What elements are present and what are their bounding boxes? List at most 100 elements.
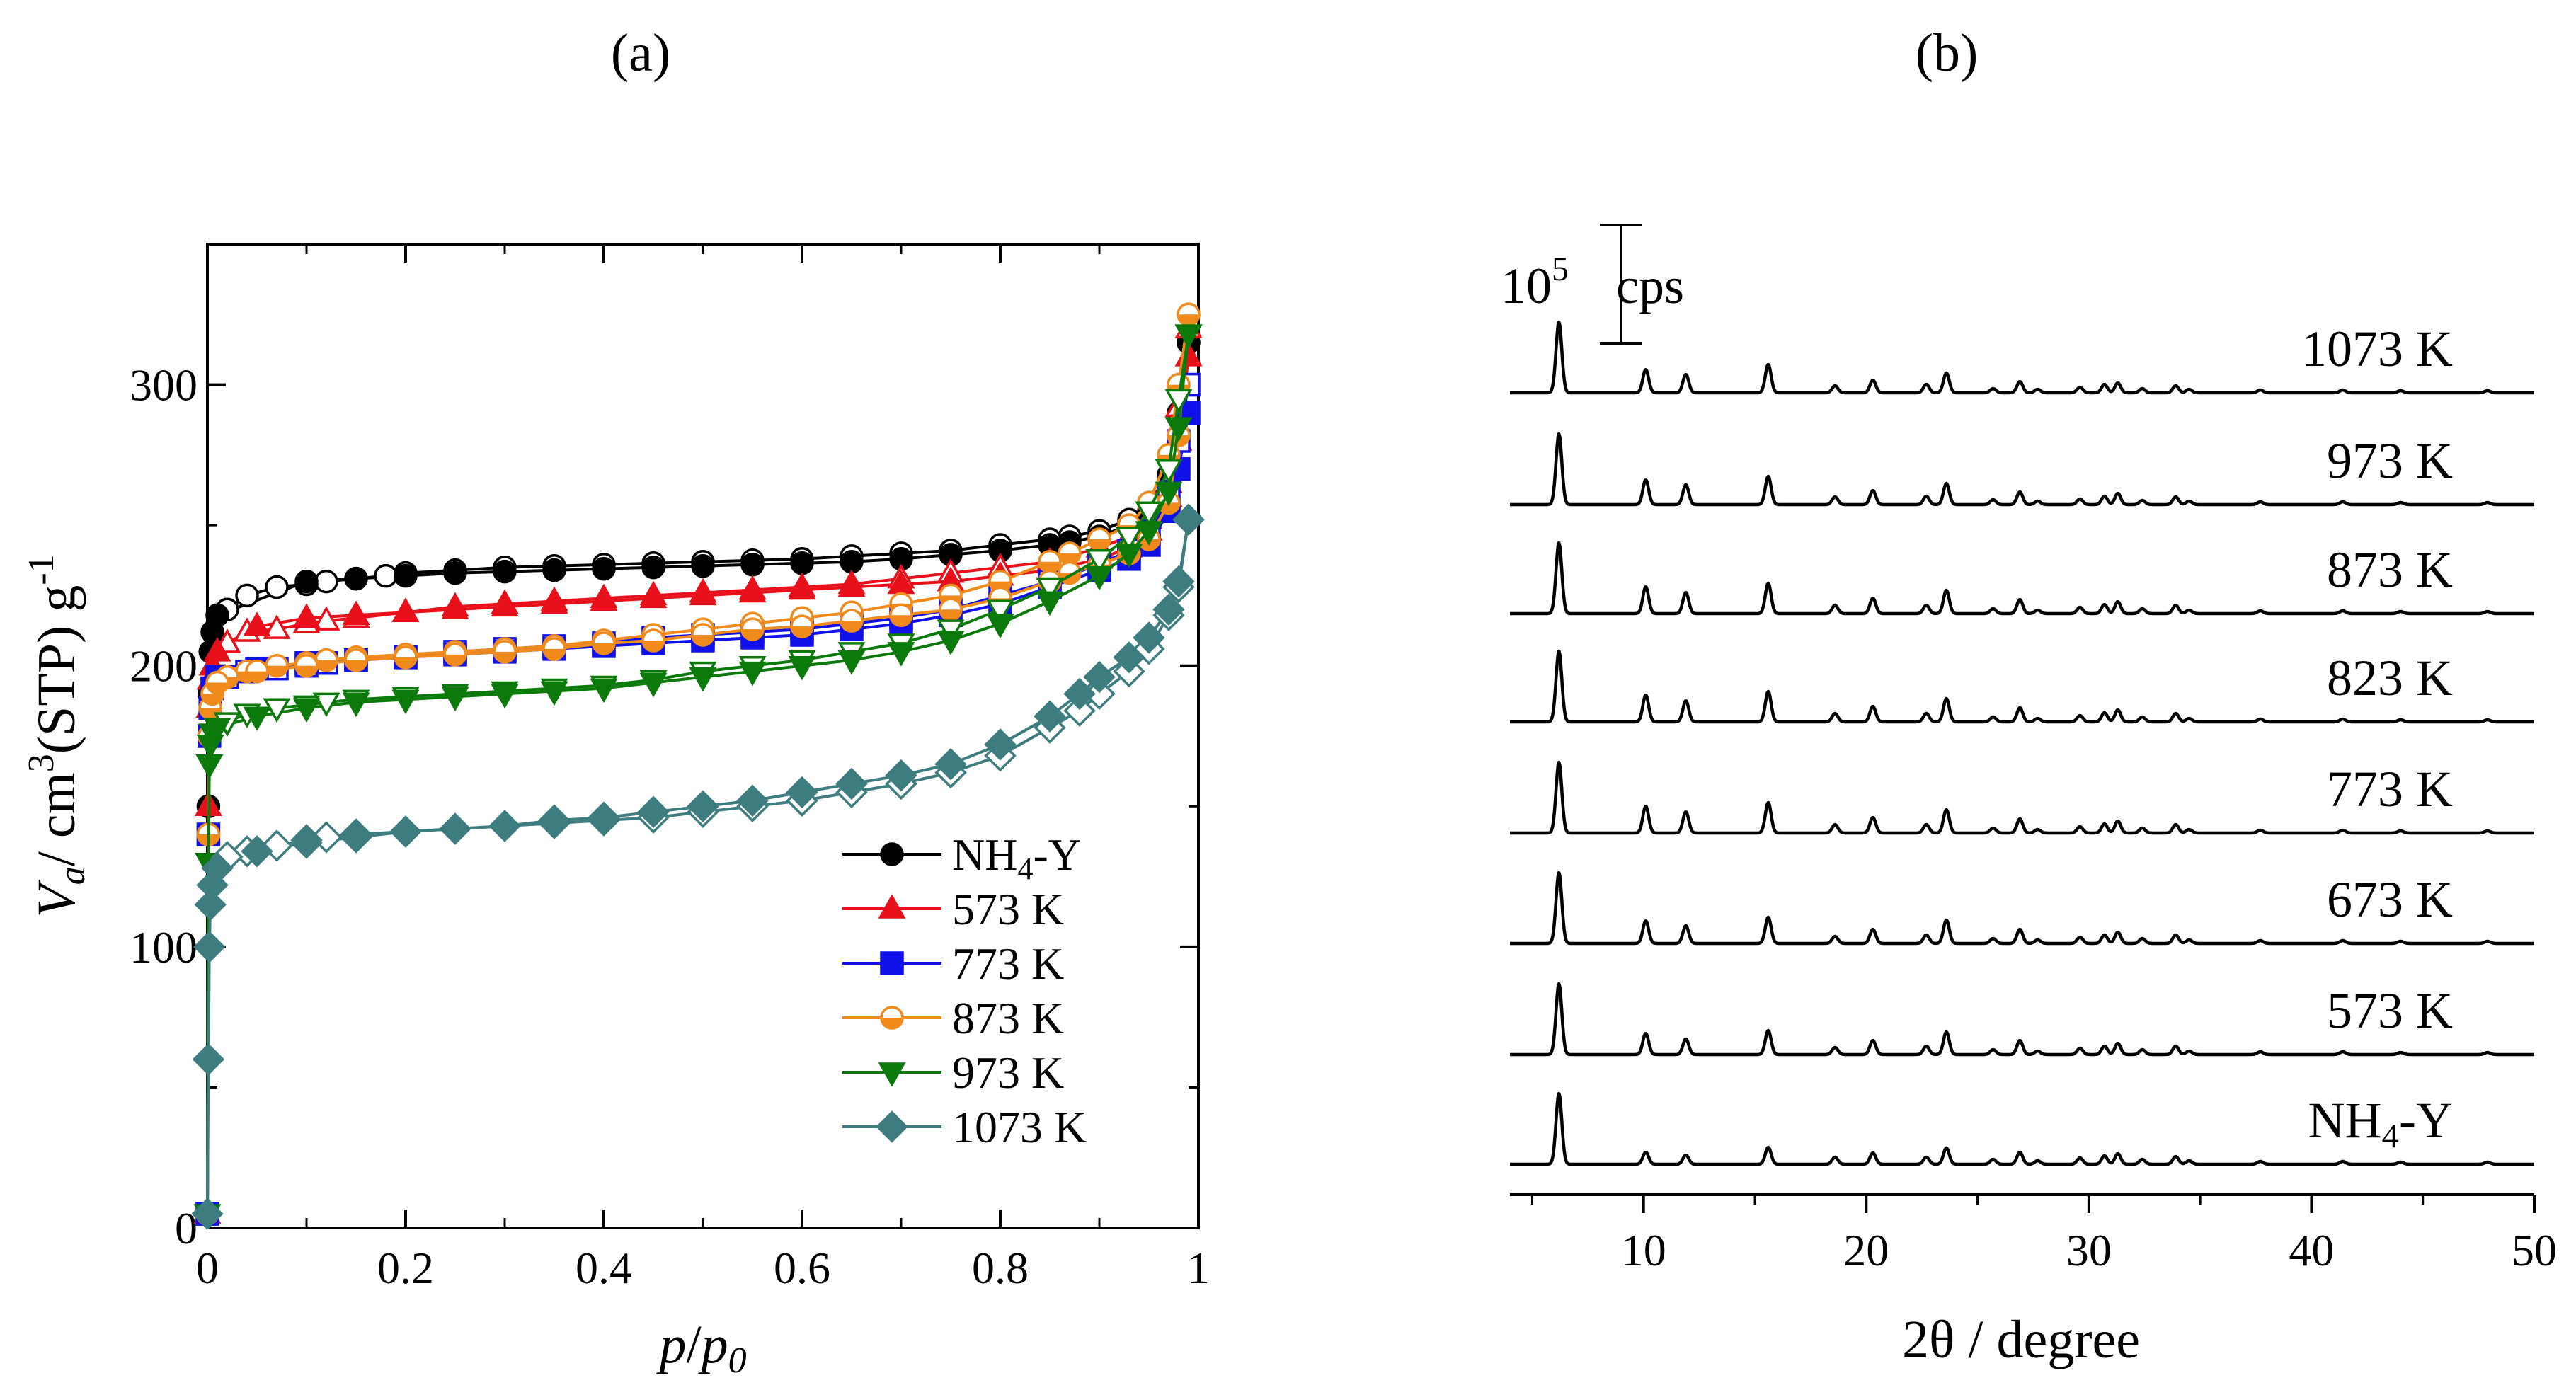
- adsorption-point: [243, 611, 271, 636]
- desorption-point: [374, 563, 398, 588]
- adsorption-point: [885, 759, 917, 792]
- adsorption-point-half: [1158, 502, 1179, 514]
- adsorption-point-half: [1178, 314, 1199, 326]
- xrd-pattern-line: [1509, 760, 2535, 835]
- legend-marker: [878, 894, 906, 919]
- adsorption-point: [736, 784, 769, 817]
- legend-marker-half: [881, 1018, 903, 1028]
- adsorption-point: [592, 556, 616, 581]
- xrd-pattern-line: [1509, 541, 2535, 616]
- adsorption-point: [835, 767, 868, 800]
- adsorption-point: [439, 812, 471, 845]
- adsorption-point: [441, 687, 469, 712]
- desorption-point: [1135, 501, 1163, 527]
- adsorption-point: [193, 931, 226, 963]
- adsorption-point-half: [791, 626, 813, 638]
- adsorption-point: [205, 603, 229, 627]
- adsorption-point: [788, 575, 816, 600]
- adsorption-point: [689, 667, 717, 692]
- desorption-point: [1085, 549, 1114, 574]
- xrd-x-axis-label: 2θ / degree: [1902, 1310, 2140, 1369]
- adsorption-point: [588, 801, 620, 834]
- adsorption-point: [1063, 677, 1096, 711]
- adsorption-point: [443, 561, 467, 585]
- adsorption-point: [1164, 417, 1193, 442]
- adsorption-point: [488, 810, 521, 842]
- adsorption-point: [1162, 565, 1195, 598]
- xrd-pattern-line: [1509, 320, 2535, 395]
- adsorption-point: [194, 888, 227, 921]
- adsorption-point: [837, 572, 866, 597]
- adsorption-point: [294, 569, 319, 594]
- isotherm-y-axis-label: Va/ cm3(STP) g-1: [21, 554, 93, 917]
- adsorption-point: [203, 718, 231, 742]
- adsorption-point: [389, 815, 422, 848]
- adsorption-point: [292, 603, 321, 628]
- adsorption-point: [195, 754, 224, 779]
- isotherm-y-tick-label: 300: [130, 360, 198, 410]
- adsorption-point: [493, 559, 517, 584]
- adsorption-point: [1172, 503, 1205, 536]
- adsorption-point: [641, 555, 665, 580]
- xrd-pattern-line: [1509, 432, 2535, 507]
- adsorption-point: [934, 747, 967, 781]
- isotherm-ticks: 0 0.2 0.4 0.6 0.8 1 0 100 200 300: [130, 244, 1210, 1293]
- adsorption-point: [1152, 593, 1185, 626]
- adsorption-point-half: [202, 694, 223, 705]
- adsorption-point: [986, 614, 1014, 638]
- adsorption-point: [540, 681, 568, 706]
- adsorption-point: [342, 692, 370, 718]
- adsorption-point: [1113, 641, 1145, 674]
- adsorption-point: [1133, 621, 1165, 654]
- adsorption-point-half: [395, 657, 416, 668]
- xrd-pattern-line: [1509, 982, 2535, 1057]
- isotherm-x-tick-label: 0.4: [576, 1243, 632, 1293]
- desorption-point: [312, 692, 340, 718]
- desorption-point-half: [1039, 561, 1060, 573]
- adsorption-point: [391, 689, 420, 715]
- adsorption-point-half: [345, 660, 367, 671]
- adsorption-point: [687, 790, 719, 823]
- legend-label: 1073 K: [952, 1102, 1087, 1152]
- scale-bar-value: 105: [1501, 251, 1569, 314]
- adsorption-point: [441, 595, 469, 620]
- adsorption-point-half: [494, 651, 515, 662]
- adsorption-point: [790, 551, 814, 575]
- adsorption-point: [340, 821, 372, 854]
- isotherm-series: [191, 302, 1205, 1230]
- isotherm-y-tick-label: 200: [130, 641, 198, 691]
- panel-b-label: (b): [1916, 23, 1979, 83]
- xrd-trace-773-k: 773 K: [1509, 760, 2535, 835]
- legend-marker: [880, 842, 904, 866]
- adsorption-point: [937, 631, 965, 655]
- legend-entry: 573 K: [842, 884, 1064, 934]
- adsorption-point: [590, 678, 618, 703]
- xrd-x-tick-label: 50: [2512, 1225, 2557, 1275]
- xrd-trace-823-k: 823 K: [1509, 649, 2535, 724]
- desorption-point: [1115, 527, 1143, 551]
- desorption-point: [263, 614, 291, 639]
- adsorption-point-half: [891, 615, 912, 626]
- isotherm-series-1073-k: [191, 503, 1205, 1230]
- xrd-x-tick-label: 30: [2066, 1225, 2112, 1275]
- adsorption-point: [740, 552, 765, 577]
- adsorption-point: [292, 698, 321, 723]
- legend-label: 873 K: [952, 993, 1064, 1043]
- adsorption-point: [241, 835, 273, 868]
- legend-label: 973 K: [952, 1047, 1064, 1098]
- desorption-point: [1063, 694, 1096, 727]
- adsorption-point-half: [692, 635, 714, 646]
- legend-entry: NH4-Y: [842, 829, 1081, 886]
- adsorption-point-half: [246, 671, 268, 682]
- scale-bar-unit: cps: [1616, 258, 1684, 314]
- adsorption-point: [1034, 700, 1066, 733]
- xrd-trace-label: 773 K: [2327, 761, 2453, 817]
- xrd-trace-label: 873 K: [2327, 541, 2453, 598]
- xrd-pattern-line: [1509, 649, 2535, 724]
- xrd-pattern-line: [1509, 871, 2535, 946]
- adsorption-point: [1085, 565, 1114, 591]
- adsorption-point-half: [445, 654, 466, 665]
- adsorption-point: [590, 586, 618, 611]
- adsorption-point: [243, 706, 271, 732]
